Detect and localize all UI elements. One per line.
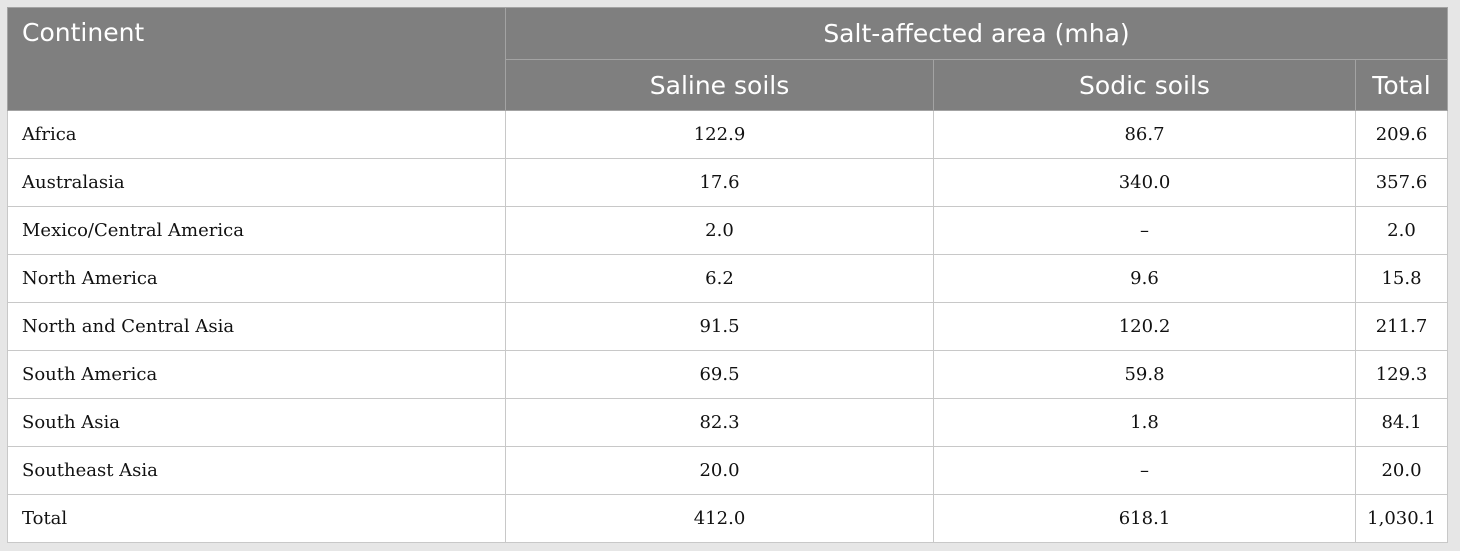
table-row: Australasia 17.6 340.0 357.6 (7, 158, 1448, 207)
cell-sodic: – (933, 206, 1356, 255)
table-row: Southeast Asia 20.0 – 20.0 (7, 446, 1448, 495)
cell-saline: 91.5 (505, 302, 934, 351)
table-row: South Asia 82.3 1.8 84.1 (7, 398, 1448, 447)
cell-sodic: 9.6 (933, 254, 1356, 303)
cell-saline: 2.0 (505, 206, 934, 255)
table-row: North America 6.2 9.6 15.8 (7, 254, 1448, 303)
header-row-1: Continent Salt-affected area (mha) (7, 7, 1448, 111)
table-container: Continent Salt-affected area (mha) Salin… (7, 7, 1448, 543)
table-row: South America 69.5 59.8 129.3 (7, 350, 1448, 399)
cell-sodic: 120.2 (933, 302, 1356, 351)
table-row: Africa 122.9 86.7 209.6 (7, 110, 1448, 159)
cell-total: 84.1 (1355, 398, 1448, 447)
cell-saline: 17.6 (505, 158, 934, 207)
cell-saline: 122.9 (505, 110, 934, 159)
table-row-total: Total 412.0 618.1 1,030.1 (7, 494, 1448, 543)
cell-sodic: 340.0 (933, 158, 1356, 207)
cell-sodic: – (933, 446, 1356, 495)
table-row: Mexico/Central America 2.0 – 2.0 (7, 206, 1448, 255)
cell-continent: South America (7, 350, 506, 399)
cell-continent: South Asia (7, 398, 506, 447)
header-total: Total (1355, 59, 1448, 111)
cell-saline: 6.2 (505, 254, 934, 303)
cell-saline: 69.5 (505, 350, 934, 399)
header-sodic-soils: Sodic soils (933, 59, 1356, 111)
table-header: Continent Salt-affected area (mha) Salin… (7, 7, 1448, 111)
cell-sodic: 618.1 (933, 494, 1356, 543)
cell-saline: 20.0 (505, 446, 934, 495)
cell-total: 20.0 (1355, 446, 1448, 495)
cell-continent: Total (7, 494, 506, 543)
table-body: Africa 122.9 86.7 209.6 Australasia 17.6… (7, 110, 1448, 543)
cell-saline: 82.3 (505, 398, 934, 447)
cell-total: 1,030.1 (1355, 494, 1448, 543)
cell-sodic: 1.8 (933, 398, 1356, 447)
cell-total: 357.6 (1355, 158, 1448, 207)
header-row-2: Saline soils Sodic soils Total (8, 59, 1448, 111)
cell-continent: Southeast Asia (7, 446, 506, 495)
header-saline-soils: Saline soils (505, 59, 934, 111)
cell-continent: Africa (7, 110, 506, 159)
header-salt-affected-area: Salt-affected area (mha) (505, 7, 1448, 60)
cell-total: 129.3 (1355, 350, 1448, 399)
header-continent: Continent (7, 7, 506, 111)
salt-affected-area-table: Continent Salt-affected area (mha) Salin… (7, 7, 1448, 543)
cell-continent: North America (7, 254, 506, 303)
cell-continent: Mexico/Central America (7, 206, 506, 255)
cell-total: 209.6 (1355, 110, 1448, 159)
cell-continent: Australasia (7, 158, 506, 207)
cell-total: 211.7 (1355, 302, 1448, 351)
table-row: North and Central Asia 91.5 120.2 211.7 (7, 302, 1448, 351)
cell-total: 2.0 (1355, 206, 1448, 255)
cell-sodic: 59.8 (933, 350, 1356, 399)
cell-continent: North and Central Asia (7, 302, 506, 351)
cell-total: 15.8 (1355, 254, 1448, 303)
cell-sodic: 86.7 (933, 110, 1356, 159)
cell-saline: 412.0 (505, 494, 934, 543)
